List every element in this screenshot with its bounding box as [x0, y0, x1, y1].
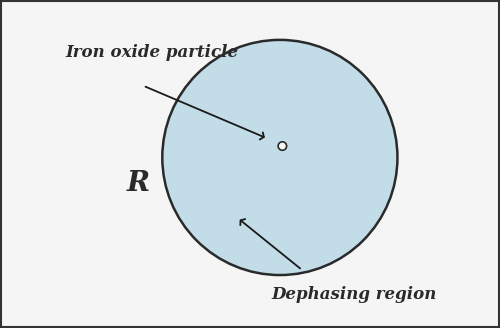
Text: Iron oxide particle: Iron oxide particle — [66, 45, 239, 61]
Circle shape — [278, 142, 286, 150]
Circle shape — [162, 40, 398, 275]
Text: R: R — [126, 170, 150, 197]
Text: Dephasing region: Dephasing region — [272, 286, 437, 303]
